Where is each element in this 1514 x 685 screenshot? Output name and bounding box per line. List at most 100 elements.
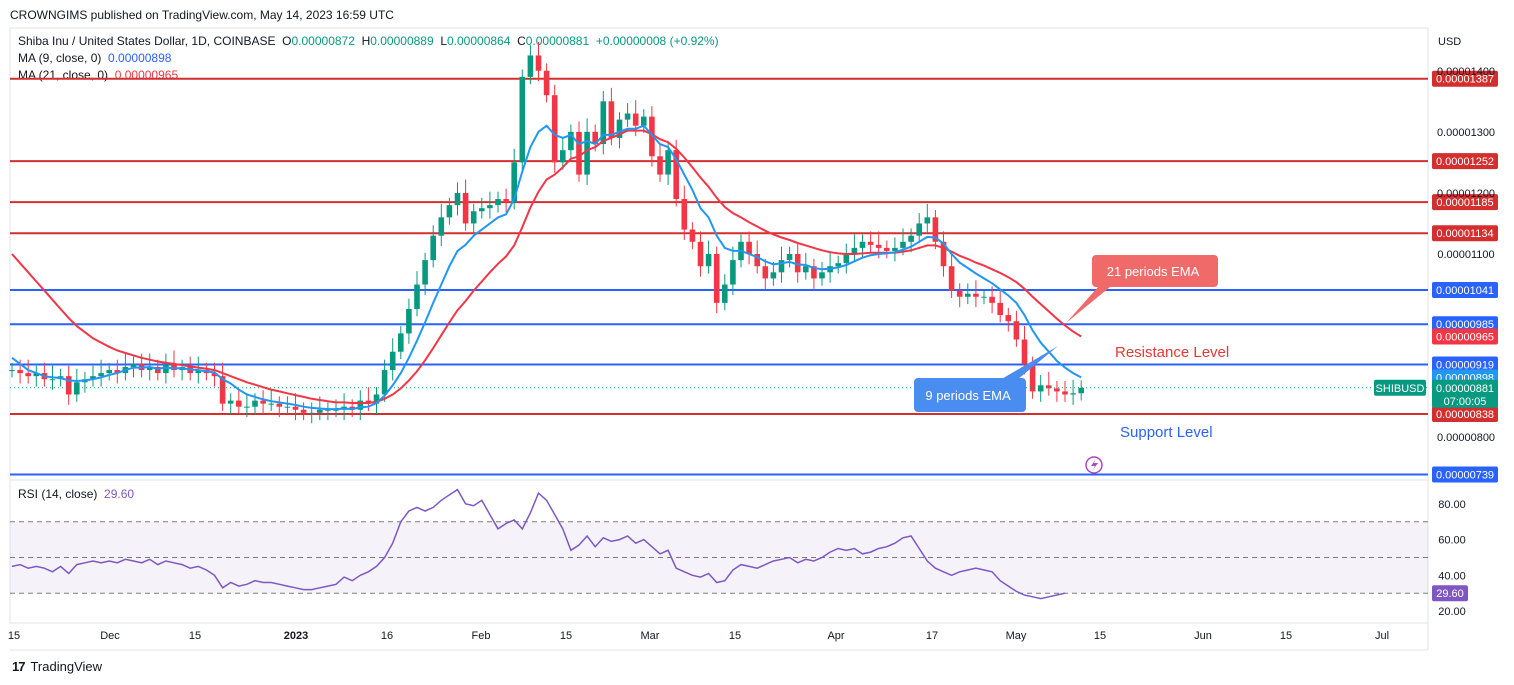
time-tick-label: Jul bbox=[1375, 630, 1389, 642]
ema9-callout-bubble[interactable] bbox=[914, 346, 1058, 412]
rsi-legend[interactable]: RSI (14, close) 29.60 bbox=[18, 487, 134, 501]
candle-body bbox=[381, 370, 388, 395]
candle-body bbox=[665, 150, 671, 175]
ma9-legend[interactable]: MA (9, close, 0) 0.00000898 bbox=[18, 51, 171, 65]
candle-body bbox=[746, 241, 752, 254]
symbol-legend[interactable]: Shiba Inu / United States Dollar, 1D, CO… bbox=[18, 34, 719, 48]
price-tick-label: 0.00001300 bbox=[1437, 127, 1495, 139]
countdown-text: 07:00:05 bbox=[1444, 396, 1487, 408]
candle-body bbox=[543, 70, 550, 96]
candle-body bbox=[65, 376, 72, 395]
high-label: H bbox=[361, 34, 371, 48]
rsi-value: 29.60 bbox=[104, 487, 135, 501]
candle-body bbox=[624, 113, 631, 120]
candle-body bbox=[1054, 388, 1060, 392]
candle-body bbox=[1078, 387, 1084, 394]
level-badge-text-2: 0.00001185 bbox=[1436, 197, 1493, 209]
candle-body bbox=[487, 205, 493, 209]
candle-body bbox=[616, 119, 623, 138]
candle-body bbox=[114, 370, 121, 374]
candle-body bbox=[1021, 339, 1028, 364]
time-tick-label: Apr bbox=[827, 630, 844, 642]
level-badge-text-0: 0.00001387 bbox=[1436, 74, 1494, 86]
candle-body bbox=[722, 284, 728, 303]
price-badge-2 bbox=[1432, 379, 1498, 408]
candle-body bbox=[519, 76, 526, 163]
low-value: 0.00000864 bbox=[447, 34, 511, 48]
candle-body bbox=[422, 260, 428, 285]
candle-body bbox=[551, 95, 558, 163]
candle-body bbox=[713, 254, 720, 303]
rsi-tick-label: 60.00 bbox=[1438, 535, 1466, 547]
price-tick-label: 0.00001400 bbox=[1437, 66, 1495, 78]
level-badge-4 bbox=[1432, 282, 1498, 299]
support-level-label: Support Level bbox=[1120, 424, 1213, 441]
candle-body bbox=[560, 150, 566, 163]
candle-body bbox=[511, 162, 517, 203]
price-badge-0 bbox=[1432, 328, 1498, 345]
candle-body bbox=[576, 131, 582, 175]
time-tick-label: 16 bbox=[381, 630, 393, 642]
candle-body bbox=[794, 254, 801, 273]
change-value: +0.00000008 (+0.92%) bbox=[595, 34, 719, 48]
candle-body bbox=[300, 409, 307, 413]
candle-body bbox=[916, 223, 922, 236]
candle-body bbox=[697, 241, 704, 267]
level-badge-text-1: 0.00001252 bbox=[1436, 156, 1494, 168]
candle-body bbox=[292, 406, 299, 410]
candle-body bbox=[146, 367, 153, 371]
low-label: L bbox=[440, 34, 447, 48]
candle-body bbox=[632, 113, 639, 126]
rsi-badge-text: 29.60 bbox=[1436, 588, 1464, 600]
time-tick-label: Dec bbox=[100, 630, 120, 642]
candle-body bbox=[786, 254, 793, 261]
candle-body bbox=[308, 412, 315, 414]
candle-body bbox=[414, 284, 420, 309]
candle-body bbox=[940, 241, 947, 267]
level-badge-7 bbox=[1432, 406, 1498, 423]
price-badge-text-2: 0.00000881 bbox=[1436, 383, 1494, 395]
level-badge-text-8: 0.00000739 bbox=[1436, 470, 1494, 482]
candle-body bbox=[867, 241, 874, 245]
time-tick-label: 2023 bbox=[284, 630, 308, 642]
ema9-callout-text: 9 periods EMA bbox=[925, 388, 1011, 403]
price-tick-label: 0.00001200 bbox=[1437, 188, 1495, 200]
candle-body bbox=[1029, 363, 1036, 392]
level-badge-2 bbox=[1432, 194, 1498, 211]
candle-body bbox=[535, 55, 542, 71]
ema21-callout-bubble[interactable] bbox=[1066, 255, 1218, 323]
candle-body bbox=[1005, 315, 1012, 322]
price-tick-label: 0.00000800 bbox=[1437, 432, 1495, 444]
candle-body bbox=[171, 363, 177, 371]
candle-body bbox=[762, 266, 769, 279]
candle-body bbox=[859, 241, 866, 248]
candle-body bbox=[106, 370, 112, 374]
candle-body bbox=[333, 409, 339, 411]
candle-body bbox=[430, 235, 436, 261]
level-badge-text-3: 0.00001134 bbox=[1436, 228, 1493, 240]
time-tick-label: 15 bbox=[1280, 630, 1292, 642]
time-tick-label: Jun bbox=[1194, 630, 1212, 642]
candle-body bbox=[608, 101, 615, 138]
candle-body bbox=[892, 247, 898, 251]
currency-label: USD bbox=[1438, 36, 1461, 48]
rsi-tick-label: 20.00 bbox=[1438, 606, 1466, 618]
candle-body bbox=[252, 400, 258, 407]
candle-body bbox=[900, 241, 906, 248]
open-label: O bbox=[282, 34, 292, 48]
ema9-line bbox=[11, 124, 1082, 411]
candle-body bbox=[211, 373, 218, 377]
candle-body bbox=[989, 296, 995, 303]
candle-body bbox=[1037, 385, 1044, 392]
candle-body bbox=[236, 400, 242, 407]
candle-body bbox=[956, 290, 963, 297]
lightning-icon[interactable] bbox=[1085, 456, 1103, 474]
candle-body bbox=[244, 406, 250, 408]
tradingview-footer[interactable]: 17 TradingView bbox=[12, 659, 102, 674]
candle-body bbox=[835, 263, 841, 267]
candle-body bbox=[641, 116, 647, 126]
candle-body bbox=[219, 376, 226, 404]
level-badge-5 bbox=[1432, 316, 1498, 333]
candle-body bbox=[357, 400, 364, 410]
